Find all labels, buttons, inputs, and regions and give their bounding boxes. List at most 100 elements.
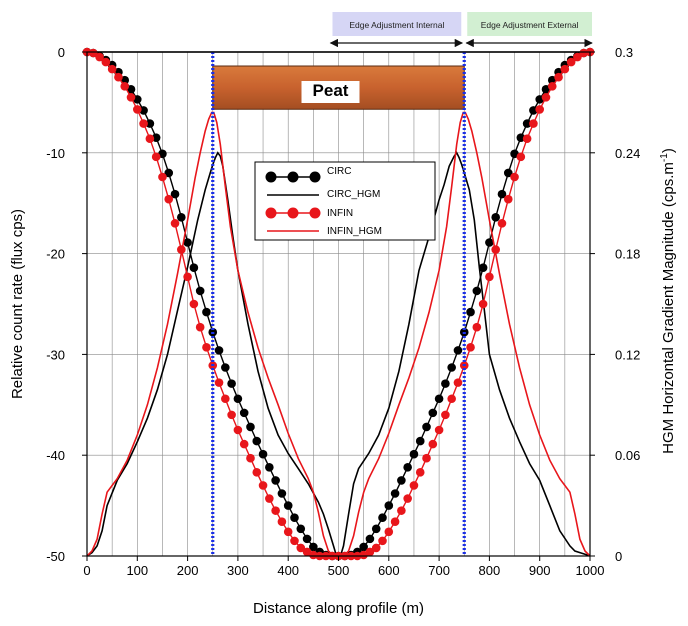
data-point-infin [195, 322, 205, 332]
data-point-circ [466, 307, 475, 317]
data-point-circ [371, 524, 381, 534]
data-point-circ [409, 449, 419, 459]
data-point-infin [441, 410, 450, 420]
internal-annotation-box [332, 12, 462, 36]
y-right-axis-label: HGM Horizontal Gradient Magnitude (cps.m… [659, 148, 677, 454]
y-right-tick-label: 0.3 [615, 45, 633, 60]
x-tick-label: 400 [277, 563, 299, 578]
data-point-infin [397, 506, 406, 515]
legend: CIRC CIRC_HGM INFIN INFIN_HGM [254, 161, 436, 241]
data-point-circ [227, 379, 236, 388]
data-point-infin [95, 52, 104, 62]
legend-label-infin-hgm: INFIN_HGM [327, 226, 382, 237]
data-point-infin [409, 481, 419, 490]
data-point-circ [485, 238, 494, 247]
legend-entry-infin: INFIN [265, 207, 353, 219]
legend-entry-infin-hgm: INFIN_HGM [267, 226, 382, 237]
data-point-infin [183, 272, 192, 282]
legend-marker [309, 171, 321, 183]
data-point-infin [151, 152, 161, 162]
data-point-infin [371, 543, 381, 553]
data-point-circ [359, 542, 368, 552]
y-right-tick-label: 0.12 [615, 347, 640, 362]
data-point-circ [428, 408, 438, 418]
data-point-circ [478, 263, 488, 273]
x-tick-label: 600 [378, 563, 400, 578]
legend-label-circ-hgm: CIRC_HGM [327, 189, 380, 200]
data-point-infin [415, 468, 425, 477]
y-right-axis-ticks: 0.3 0.24 0.18 0.12 0.06 0 [590, 45, 640, 564]
data-point-infin [428, 439, 438, 449]
data-point-infin [497, 219, 507, 228]
data-point-circ [290, 513, 299, 522]
data-point-infin [133, 105, 142, 114]
data-point-infin [189, 299, 199, 309]
legend-marker [265, 171, 277, 183]
data-point-infin [145, 134, 155, 143]
data-point-infin [126, 93, 136, 102]
data-point-circ [239, 408, 249, 418]
data-point-circ [503, 168, 513, 178]
data-point-infin [265, 494, 274, 503]
data-point-infin [158, 172, 167, 182]
data-point-infin [101, 57, 111, 67]
x-tick-label: 500 [328, 563, 350, 578]
data-point-infin [541, 93, 551, 102]
y-left-tick-label: -40 [46, 448, 65, 463]
data-point-circ [252, 436, 262, 446]
y-left-axis-label: Relative count rate (flux cps) [9, 209, 26, 399]
y-right-tick-label: 0.06 [615, 448, 640, 463]
x-tick-label: 800 [479, 563, 501, 578]
data-point-infin [566, 57, 576, 67]
y-left-tick-label: -20 [46, 247, 65, 262]
series-layer [82, 47, 595, 561]
data-point-circ [397, 476, 406, 485]
data-point-circ [170, 189, 180, 199]
data-point-infin [529, 119, 538, 128]
y-right-tick-label: 0.24 [615, 146, 640, 161]
peat-label-background [301, 81, 360, 103]
legend-marker [287, 207, 299, 219]
gridlines [86, 51, 591, 557]
peat-label: Peat [313, 81, 349, 100]
data-point-circ [378, 513, 387, 522]
x-axis-label: Distance along profile (m) [253, 600, 424, 617]
data-point-infin [296, 543, 306, 553]
data-point-infin [120, 81, 130, 91]
data-point-circ [302, 534, 312, 544]
data-point-circ [365, 534, 375, 544]
data-point-infin [510, 172, 519, 182]
data-point-infin [554, 72, 563, 82]
data-point-infin [258, 481, 268, 490]
y-left-tick-label: 0 [58, 45, 65, 60]
y-right-tick-label: 0.18 [615, 247, 640, 262]
data-point-infin [277, 517, 287, 527]
y-left-tick-label: -30 [46, 347, 65, 362]
data-point-circ [258, 449, 268, 459]
y-left-tick-label: -10 [46, 146, 65, 161]
data-point-infin [535, 105, 544, 114]
y-right-label-main: HGM Horizontal Gradient Magnitude (cps.m [660, 162, 677, 454]
data-point-infin [422, 453, 431, 463]
data-point-infin [472, 322, 482, 332]
data-point-infin [573, 52, 582, 62]
data-point-circ [309, 542, 318, 552]
data-point-infin [384, 527, 394, 537]
data-point-circ [390, 489, 400, 498]
data-point-circ [453, 346, 463, 355]
data-point-infin [88, 48, 98, 58]
data-point-infin [114, 72, 123, 82]
data-point-infin [202, 343, 211, 352]
data-point-circ [271, 476, 280, 485]
data-point-infin [522, 134, 532, 143]
x-tick-label: 300 [227, 563, 249, 578]
x-tick-label: 200 [177, 563, 199, 578]
data-point-circ [145, 119, 155, 128]
y-right-label-end: ) [660, 148, 677, 153]
data-point-infin [453, 378, 463, 387]
data-point-circ [384, 501, 394, 510]
data-point-circ [277, 489, 287, 498]
boundary-layer [211, 52, 466, 556]
